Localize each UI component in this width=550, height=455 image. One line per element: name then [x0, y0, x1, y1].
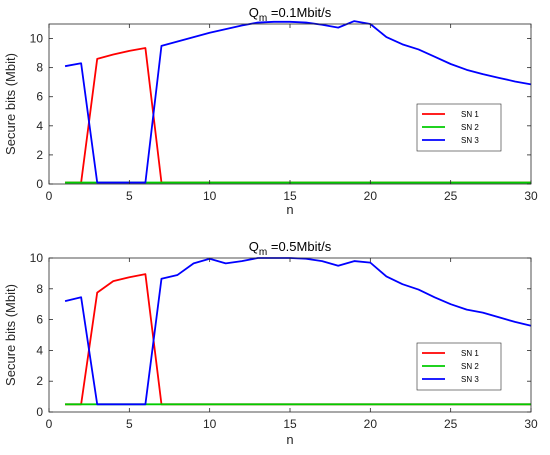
legend-label-sn2: SN 2 [461, 123, 479, 132]
title-main: Q [249, 239, 259, 254]
x-tick-label: 15 [283, 417, 297, 431]
y-axis-label: Secure bits (Mbit) [3, 53, 18, 155]
y-tick-label: 6 [36, 90, 43, 104]
series-line-sn3 [64, 20, 532, 184]
title-rest: =0.5Mbit/s [267, 239, 331, 254]
y-tick-label: 0 [36, 177, 43, 191]
x-tick-label: 10 [203, 189, 217, 203]
title-subscript: m [259, 247, 267, 258]
y-tick-label: 10 [30, 251, 44, 265]
legend: SN 1 SN 2 SN 3 [416, 342, 502, 391]
x-tick-label: 0 [46, 417, 53, 431]
chart-1: 0 5 10 15 20 25 30 0 2 4 6 8 10 Qm =0.1Mbit/s n Secure … [3, 5, 538, 217]
x-axis-label: n [286, 432, 293, 447]
chart-title: Qm =0.5Mbit/s [249, 239, 332, 258]
legend-label-sn1: SN 1 [461, 110, 479, 119]
x-tick-label: 15 [283, 189, 297, 203]
x-tick-label: 25 [444, 189, 458, 203]
title-main: Q [249, 5, 259, 20]
y-tick-label: 4 [36, 119, 43, 133]
y-tick-label: 2 [36, 374, 43, 388]
y-tick-label: 8 [36, 61, 43, 75]
y-tick-label: 8 [36, 282, 43, 296]
y-tick-label: 0 [36, 405, 43, 419]
y-tick-label: 10 [30, 32, 44, 46]
y-axis-label: Secure bits (Mbit) [3, 284, 18, 386]
chart-2: 0 5 10 15 20 25 30 0 2 4 6 8 10 Qm =0.5Mbit/s n Secure … [3, 239, 538, 447]
x-tick-label: 20 [364, 417, 378, 431]
x-tick-label: 5 [126, 417, 133, 431]
chart-title: Qm =0.1Mbit/s [249, 5, 332, 24]
legend: SN 1 SN 2 SN 3 [416, 103, 502, 152]
legend-label-sn3: SN 3 [461, 375, 479, 384]
x-tick-label: 20 [364, 189, 378, 203]
legend-label-sn2: SN 2 [461, 362, 479, 371]
x-tick-label: 30 [524, 189, 538, 203]
legend-label-sn1: SN 1 [461, 349, 479, 358]
title-subscript: m [259, 13, 267, 24]
legend-label-sn3: SN 3 [461, 136, 479, 145]
y-tick-label: 2 [36, 148, 43, 162]
x-tick-label: 5 [126, 189, 133, 203]
y-tick-label: 4 [36, 343, 43, 357]
y-tick-label: 6 [36, 313, 43, 327]
x-tick-label: 0 [46, 189, 53, 203]
x-axis-label: n [286, 202, 293, 217]
x-tick-label: 10 [203, 417, 217, 431]
title-rest: =0.1Mbit/s [267, 5, 331, 20]
x-tick-label: 25 [444, 417, 458, 431]
x-tick-label: 30 [524, 417, 538, 431]
